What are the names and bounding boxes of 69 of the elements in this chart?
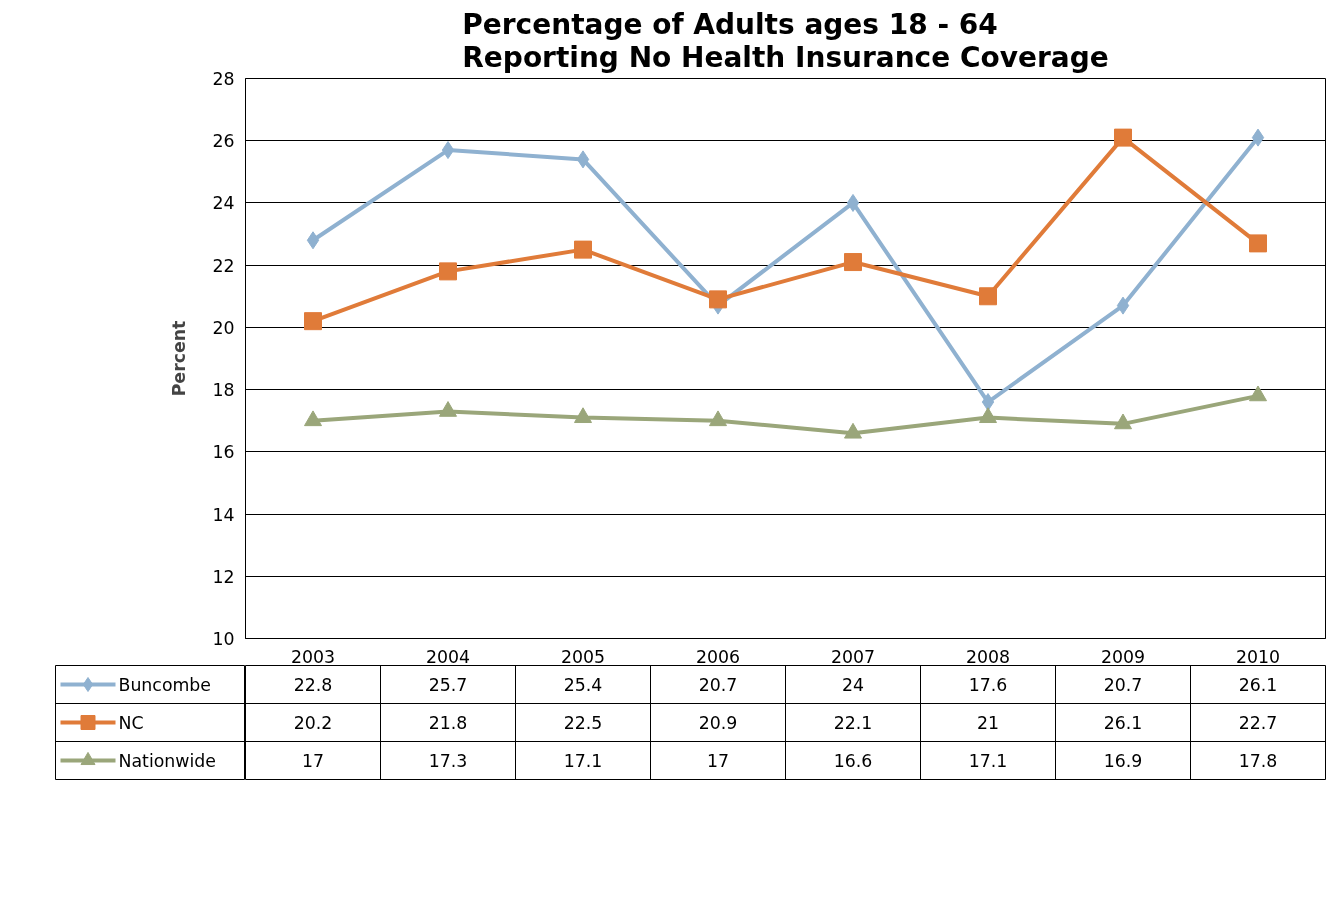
point — [1249, 385, 1267, 402]
data-label: 17.8 — [1238, 751, 1278, 771]
x-tick-label: 2008 — [965, 646, 1011, 667]
point — [306, 231, 320, 250]
data-label: 17 — [301, 751, 325, 771]
data-label: 22.5 — [563, 713, 603, 733]
y-axis-title: Percent — [169, 320, 190, 397]
legend-label: NC — [118, 712, 144, 733]
point — [304, 410, 322, 427]
point — [1114, 413, 1132, 430]
point — [304, 312, 322, 331]
y-tick-label: 18 — [212, 380, 235, 401]
data-label: 17.1 — [968, 751, 1008, 771]
data-label: 16.6 — [833, 751, 873, 771]
y-tick-label: 14 — [212, 504, 235, 525]
x-tick-label: 2010 — [1235, 646, 1281, 667]
data-label: 25.4 — [563, 675, 603, 695]
point — [441, 141, 455, 160]
data-label: 20.7 — [1103, 675, 1143, 695]
y-tick-label: 28 — [212, 69, 235, 89]
data-label: 22.8 — [293, 675, 333, 695]
point — [844, 422, 862, 439]
data-label: 26.1 — [1238, 675, 1278, 695]
chart-title: Percentage of Adults ages 18 - 64 Reporting No Health Insurance Coverage — [462, 7, 1109, 74]
data-label: 22.1 — [833, 713, 873, 733]
y-tick-label: 10 — [212, 629, 235, 649]
point — [979, 287, 997, 306]
y-tick-label: 22 — [212, 255, 235, 276]
data-label: 26.1 — [1103, 713, 1143, 733]
data-label: 20.9 — [698, 713, 738, 733]
data-label: 17.1 — [563, 751, 603, 771]
y-tick-label: 26 — [212, 131, 235, 152]
x-tick-label: 2003 — [290, 646, 336, 667]
y-tick-label: 12 — [212, 566, 235, 587]
point — [709, 410, 727, 427]
data-label: 16.9 — [1103, 751, 1143, 771]
x-tick-label: 2009 — [1100, 646, 1146, 667]
data-label: 20.7 — [698, 675, 738, 695]
data-label: 21 — [976, 713, 1000, 733]
y-tick-label: 20 — [212, 317, 235, 338]
x-tick-label: 2005 — [560, 646, 606, 667]
point — [1251, 128, 1265, 147]
data-label: 17.6 — [968, 675, 1008, 695]
point — [1116, 296, 1130, 315]
x-tick-label: 2007 — [830, 646, 876, 667]
data-label: 20.2 — [293, 713, 333, 733]
point — [846, 193, 860, 212]
point — [979, 407, 997, 424]
data-label: 17 — [706, 751, 730, 771]
legend-label: Nationwide — [118, 750, 216, 771]
point — [574, 240, 592, 259]
data-label: 25.7 — [428, 675, 468, 695]
point — [574, 407, 592, 424]
y-tick-label: 16 — [212, 442, 235, 463]
data-label: 24 — [841, 675, 865, 695]
legend-label: Buncombe — [118, 674, 212, 695]
data-label: 21.8 — [428, 713, 468, 733]
point — [439, 401, 457, 417]
data-label: 17.3 — [428, 751, 468, 771]
data-label: 22.7 — [1238, 713, 1278, 733]
point — [439, 262, 457, 281]
x-tick-label: 2004 — [425, 646, 471, 667]
point — [709, 290, 727, 309]
point — [844, 253, 862, 272]
point — [1249, 234, 1267, 253]
x-tick-label: 2006 — [695, 646, 741, 667]
point — [576, 150, 590, 169]
y-tick-label: 24 — [212, 193, 235, 214]
point — [1114, 128, 1132, 147]
